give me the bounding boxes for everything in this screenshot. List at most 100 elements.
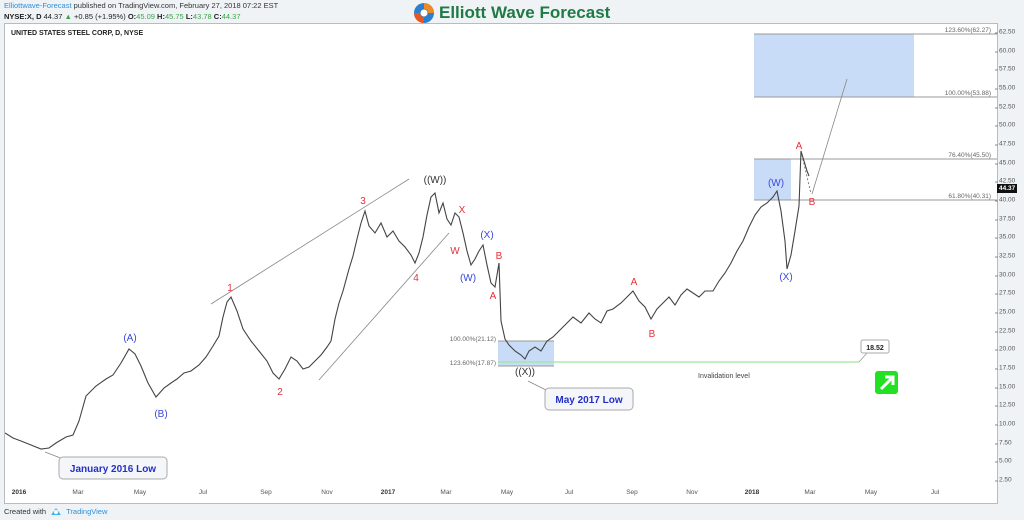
svg-text:(X): (X) [779,272,792,283]
time-axis[interactable]: 2016 Mar May Jul Sep Nov 2017 Mar May Ju… [4,486,998,504]
fib-123-lower: 123.60%(17.87) [450,360,496,367]
svg-text:1: 1 [227,283,233,294]
svg-text:W: W [450,246,460,257]
x-tick: Jul [564,489,574,496]
fib-61: 61.80%(40.31) [948,193,991,200]
svg-text:A: A [796,141,803,152]
y-tick: 12.50 [994,401,1016,409]
y-tick: 15.00 [994,383,1016,391]
x-tick: Sep [260,489,272,496]
created-with-label: Created with [4,506,47,516]
fib-100-upper: 100.00%(53.88) [945,90,991,97]
y-tick: 42.50 [994,177,1016,185]
y-tick: 47.50 [994,140,1016,148]
symbol: NYSE:X, D [4,12,42,21]
svg-text:((W)): ((W)) [424,175,447,186]
y-tick: 62.50 [994,28,1016,36]
invalidation-label: Invalidation level [698,373,750,380]
y-tick: 20.00 [994,345,1016,353]
x-tick: Nov [686,489,698,496]
x-tick: Nov [321,489,333,496]
logo-text: Elliott Wave Forecast [439,3,611,22]
y-tick: 22.50 [994,327,1016,335]
svg-text:18.52: 18.52 [866,345,884,352]
jan-2016-low-label: January 2016 Low [70,464,156,475]
svg-text:A: A [490,291,497,302]
publisher-link[interactable]: Elliottwave-Forecast [4,1,72,10]
tradingview-link[interactable]: TradingView [66,506,108,516]
svg-text:(W): (W) [768,178,784,189]
target-box [754,34,914,97]
open-label: O: [127,12,137,21]
quote-line: NYSE:X, D 44.37 ▲ +0.85 (+1.95%) O:45.09… [4,12,241,21]
may-2017-low-label: May 2017 Low [555,395,622,406]
x-tick: May [500,489,514,496]
y-tick: 55.00 [994,84,1016,92]
x-tick: 2017 [380,489,396,496]
y-tick: 30.00 [994,271,1016,279]
fib-100-lower: 100.00%(21.12) [450,336,496,343]
up-triangle-icon: ▲ [64,12,72,21]
publish-info: Elliottwave-Forecast published on Tradin… [4,1,278,10]
y-tick: 32.50 [994,252,1016,260]
chart-title: UNITED STATES STEEL CORP, D, NYSE [11,30,144,37]
y-tick: 17.50 [994,364,1016,372]
y-tick: 10.00 [994,420,1016,428]
svg-text:(A): (A) [123,333,136,344]
y-tick: 60.00 [994,47,1016,55]
svg-text:2: 2 [277,387,283,398]
last-price: 44.37 [43,12,63,21]
high-value: 45.75 [164,12,184,21]
open-value: 45.09 [136,12,155,21]
y-tick: 57.50 [994,65,1016,73]
footer: Created with TradingView [4,506,107,516]
fib-76: 76.40%(45.50) [948,152,991,159]
change: +0.85 (+1.95%) [74,12,126,21]
published-text: published on TradingView.com, February 2… [71,1,279,10]
close-label: C: [213,12,222,21]
x-tick: Mar [72,489,84,496]
w-box [754,159,791,200]
y-tick: 52.50 [994,103,1016,111]
x-tick: Jul [930,489,940,496]
x-tick: Jul [198,489,208,496]
may-2017-low-callout [544,387,634,411]
svg-text:3: 3 [360,196,366,207]
svg-text:B: B [809,197,816,208]
svg-text:(B): (B) [154,409,167,420]
y-tick: 35.00 [994,233,1016,241]
fib-123-upper: 123.60%(62.27) [945,27,991,34]
x-tick: Mar [440,489,452,496]
price-chart: 123.60%(62.27) 100.00%(53.88) 76.40%(45.… [5,27,997,480]
last-price-tag: 44.37 [997,184,1018,193]
tradingview-icon [51,508,62,515]
brand-logo: Elliott Wave Forecast [413,2,610,24]
y-tick: 40.00 [994,196,1016,204]
y-tick: 7.50 [995,439,1012,447]
chart-area[interactable]: UNITED STATES STEEL CORP, D, NYSE 123.60… [4,23,998,488]
y-tick: 50.00 [994,121,1016,129]
price-series [5,150,810,450]
price-axis[interactable]: 62.50 60.00 57.50 55.00 52.50 50.00 47.5… [994,23,1024,503]
x-tick: May [133,489,147,496]
svg-text:4: 4 [413,273,419,284]
close-value: 44.37 [221,12,241,21]
y-tick: 2.50 [995,476,1012,484]
svg-text:(X): (X) [480,230,493,241]
y-tick: 5.00 [995,457,1012,465]
x-tick: May [864,489,878,496]
low-label: L: [185,12,193,21]
svg-text:A: A [631,277,638,288]
y-tick: 25.00 [994,308,1016,316]
svg-text:(W): (W) [460,273,476,284]
y-tick: 27.50 [994,289,1016,297]
svg-text:B: B [496,251,503,262]
low-value: 43.78 [192,12,212,21]
x-tick: 2016 [11,489,27,496]
x-tick: Mar [804,489,816,496]
high-label: H: [157,12,165,21]
svg-text:((X)): ((X)) [515,367,535,378]
x-tick: Sep [626,489,638,496]
svg-text:B: B [649,329,656,340]
svg-text:X: X [459,205,466,216]
